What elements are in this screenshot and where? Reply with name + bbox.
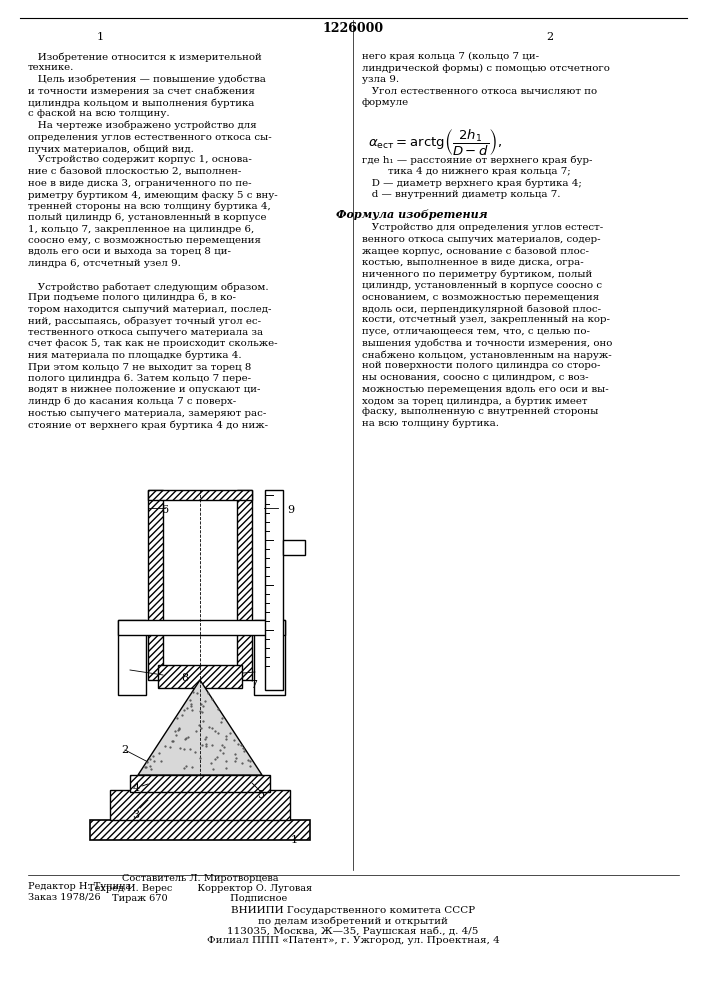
Text: Составитель Л. Миротворцева: Составитель Л. Миротворцева: [122, 874, 279, 883]
Text: костью, выполненное в виде диска, огра-: костью, выполненное в виде диска, огра-: [362, 258, 584, 267]
Text: вдоль оси, перпендикулярной базовой плос-: вдоль оси, перпендикулярной базовой плос…: [362, 304, 601, 314]
Text: 5: 5: [258, 790, 265, 800]
Bar: [283, 540, 305, 555]
Text: тественного откоса сыпучего материала за: тественного откоса сыпучего материала за: [28, 328, 263, 337]
Text: соосно ему, с возможностью перемещения: соосно ему, с возможностью перемещения: [28, 236, 261, 245]
Polygon shape: [138, 680, 262, 775]
Text: 6: 6: [161, 505, 168, 515]
Bar: [130, 775, 270, 792]
Text: Техред И. Верес        Корректор О. Луговая: Техред И. Верес Корректор О. Луговая: [88, 884, 312, 893]
Text: 2: 2: [547, 32, 554, 42]
Text: ны основания, соосно с цилиндром, с воз-: ны основания, соосно с цилиндром, с воз-: [362, 373, 589, 382]
Bar: [90, 820, 310, 840]
Bar: [148, 490, 163, 680]
Text: 113035, Москва, Ж—35, Раушская наб., д. 4/5: 113035, Москва, Ж—35, Раушская наб., д. …: [228, 926, 479, 936]
Text: полого цилиндра 6. Затем кольцо 7 пере-: полого цилиндра 6. Затем кольцо 7 пере-: [28, 374, 251, 383]
Text: где h₁ — расстояние от верхнего края бур-: где h₁ — расстояние от верхнего края бур…: [362, 155, 592, 165]
Text: Угол естественного откоса вычисляют по: Угол естественного откоса вычисляют по: [362, 87, 597, 96]
Text: можностью перемещения вдоль его оси и вы-: можностью перемещения вдоль его оси и вы…: [362, 384, 609, 393]
Text: водят в нижнее положение и опускают ци-: водят в нижнее положение и опускают ци-: [28, 385, 260, 394]
Text: вышения удобства и точности измерения, оно: вышения удобства и точности измерения, о…: [362, 338, 612, 348]
Text: Тираж 670                    Подписное: Тираж 670 Подписное: [112, 894, 288, 903]
Text: 2: 2: [121, 745, 128, 755]
Text: 1: 1: [291, 835, 298, 845]
Text: D — диаметр верхнего края буртика 4;: D — диаметр верхнего края буртика 4;: [362, 178, 582, 188]
Text: формуле: формуле: [362, 98, 409, 107]
Text: цилиндр, установленный в корпусе соосно с: цилиндр, установленный в корпусе соосно …: [362, 281, 602, 290]
Text: Устройство для определения углов естест-: Устройство для определения углов естест-: [362, 224, 603, 232]
Text: 3: 3: [132, 810, 139, 820]
Text: снабжено кольцом, установленным на наруж-: снабжено кольцом, установленным на наруж…: [362, 350, 612, 360]
Text: ние с базовой плоскостью 2, выполнен-: ние с базовой плоскостью 2, выполнен-: [28, 167, 241, 176]
Text: ностью сыпучего материала, замеряют рас-: ностью сыпучего материала, замеряют рас-: [28, 408, 267, 418]
Text: Цель изобретения — повышение удобства: Цель изобретения — повышение удобства: [28, 75, 266, 85]
Text: ния материала по площадке буртика 4.: ния материала по площадке буртика 4.: [28, 351, 242, 360]
Text: тренней стороны на всю толщину буртика 4,: тренней стороны на всю толщину буртика 4…: [28, 202, 271, 211]
Text: риметру буртиком 4, имеющим фаску 5 с вну-: риметру буртиком 4, имеющим фаску 5 с вн…: [28, 190, 278, 200]
Text: ниченного по периметру буртиком, полый: ниченного по периметру буртиком, полый: [362, 269, 592, 279]
Text: кости, отсчетный узел, закрепленный на кор-: кости, отсчетный узел, закрепленный на к…: [362, 316, 610, 324]
Text: 7: 7: [250, 680, 257, 690]
Text: Филиал ППП «Патент», г. Ужгород, ул. Проектная, 4: Филиал ППП «Патент», г. Ужгород, ул. Про…: [206, 936, 499, 945]
Text: Формула изобретения: Формула изобретения: [337, 210, 488, 221]
Text: Редактор Н. Тупица: Редактор Н. Тупица: [28, 882, 131, 891]
Text: цилиндра кольцом и выполнения буртика: цилиндра кольцом и выполнения буртика: [28, 98, 255, 107]
Text: ний, рассыпаясь, образует точный угол ес-: ний, рассыпаясь, образует точный угол ес…: [28, 316, 261, 326]
Text: определения углов естественного откоса сы-: определения углов естественного откоса с…: [28, 132, 271, 141]
Text: линдр 6 до касания кольца 7 с поверх-: линдр 6 до касания кольца 7 с поверх-: [28, 397, 236, 406]
Text: полый цилиндр 6, установленный в корпусе: полый цилиндр 6, установленный в корпусе: [28, 213, 267, 222]
Text: 9: 9: [287, 505, 294, 515]
Text: основанием, с возможностью перемещения: основанием, с возможностью перемещения: [362, 292, 599, 302]
Text: технике.: технике.: [28, 64, 74, 73]
Bar: [118, 620, 146, 695]
Text: пучих материалов, общий вид.: пучих материалов, общий вид.: [28, 144, 194, 153]
Text: ходом за торец цилиндра, а буртик имеет: ходом за торец цилиндра, а буртик имеет: [362, 396, 588, 406]
Bar: [118, 620, 285, 635]
Bar: [158, 665, 242, 688]
Text: с фаской на всю толщину.: с фаской на всю толщину.: [28, 109, 170, 118]
Text: и точности измерения за счет снабжения: и точности измерения за счет снабжения: [28, 87, 255, 96]
Text: При подъеме полого цилиндра 6, в ко-: При подъеме полого цилиндра 6, в ко-: [28, 294, 236, 302]
Text: на всю толщину буртика.: на всю толщину буртика.: [362, 419, 499, 428]
Text: по делам изобретений и открытий: по делам изобретений и открытий: [258, 916, 448, 926]
Text: На чертеже изображено устройство для: На чертеже изображено устройство для: [28, 121, 257, 130]
Text: d — внутренний диаметр кольца 7.: d — внутренний диаметр кольца 7.: [362, 190, 561, 199]
Text: жащее корпус, основание с базовой плос-: жащее корпус, основание с базовой плос-: [362, 246, 589, 256]
Text: пусе, отличающееся тем, что, с целью по-: пусе, отличающееся тем, что, с целью по-: [362, 327, 590, 336]
Text: Устройство содержит корпус 1, основа-: Устройство содержит корпус 1, основа-: [28, 155, 252, 164]
Text: 1: 1: [96, 32, 103, 42]
Text: тором находится сыпучий материал, послед-: тором находится сыпучий материал, послед…: [28, 305, 271, 314]
Text: фаску, выполненную с внутренней стороны: фаску, выполненную с внутренней стороны: [362, 408, 598, 416]
Text: Устройство работает следующим образом.: Устройство работает следующим образом.: [28, 282, 269, 292]
Bar: [254, 620, 285, 695]
Text: 1, кольцо 7, закрепленное на цилиндре 6,: 1, кольцо 7, закрепленное на цилиндре 6,: [28, 225, 255, 233]
Text: счет фасок 5, так как не происходит скольже-: счет фасок 5, так как не происходит скол…: [28, 340, 278, 349]
Text: стояние от верхнего края буртика 4 до ниж-: стояние от верхнего края буртика 4 до ни…: [28, 420, 268, 430]
Text: Заказ 1978/26: Заказ 1978/26: [28, 892, 100, 901]
Bar: [237, 490, 252, 680]
Bar: [148, 490, 252, 500]
Text: узла 9.: узла 9.: [362, 75, 399, 84]
Text: $\alpha_{\rm ест} = \mathrm{arctg}\left(\dfrac{2h_1}{D-d}\right),$: $\alpha_{\rm ест} = \mathrm{arctg}\left(…: [368, 127, 502, 158]
Text: венного откоса сыпучих материалов, содер-: венного откоса сыпучих материалов, содер…: [362, 235, 601, 244]
Text: ной поверхности полого цилиндра со сторо-: ной поверхности полого цилиндра со сторо…: [362, 361, 600, 370]
Text: Изобретение относится к измерительной: Изобретение относится к измерительной: [28, 52, 262, 62]
Text: 8: 8: [181, 673, 188, 683]
Text: 1226000: 1226000: [322, 22, 384, 35]
Text: него края кольца 7 (кольцо 7 ци-: него края кольца 7 (кольцо 7 ци-: [362, 52, 539, 61]
Text: линдрической формы) с помощью отсчетного: линдрической формы) с помощью отсчетного: [362, 64, 610, 73]
Text: ВНИИПИ Государственного комитета СССР: ВНИИПИ Государственного комитета СССР: [231, 906, 475, 915]
Text: ное в виде диска 3, ограниченного по пе-: ное в виде диска 3, ограниченного по пе-: [28, 178, 252, 188]
Bar: [110, 790, 290, 820]
Bar: [265, 490, 283, 690]
Text: 4: 4: [133, 783, 140, 793]
Text: вдоль его оси и выхода за торец 8 ци-: вдоль его оси и выхода за торец 8 ци-: [28, 247, 231, 256]
Text: линдра 6, отсчетный узел 9.: линдра 6, отсчетный узел 9.: [28, 259, 181, 268]
Text: тика 4 до нижнего края кольца 7;: тика 4 до нижнего края кольца 7;: [362, 167, 571, 176]
Text: При этом кольцо 7 не выходит за торец 8: При этом кольцо 7 не выходит за торец 8: [28, 362, 252, 371]
